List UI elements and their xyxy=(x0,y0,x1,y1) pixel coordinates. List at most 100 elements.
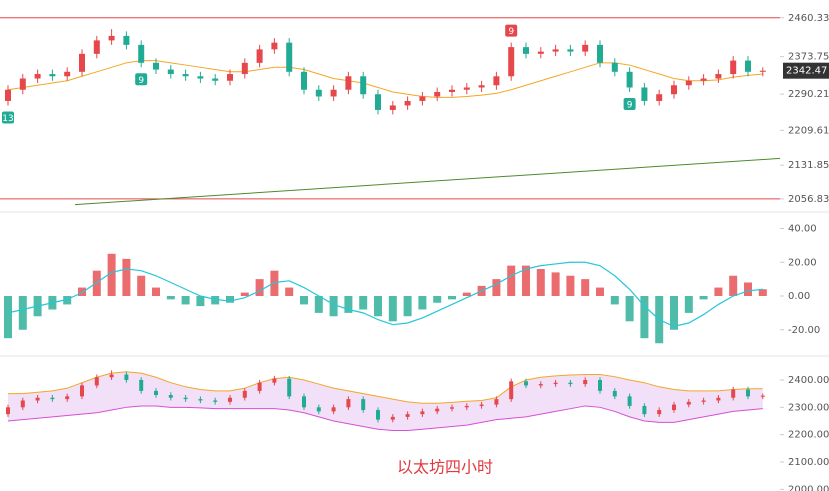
lower-band xyxy=(7,405,763,432)
y-tick-label: 2200.00 xyxy=(788,430,829,441)
signal-label: 9 xyxy=(508,27,514,37)
candle-body xyxy=(139,379,144,391)
macd-bar xyxy=(536,269,545,296)
candle-body xyxy=(700,78,707,81)
macd-bar xyxy=(255,279,264,296)
macd-bar xyxy=(359,296,368,310)
candle-body xyxy=(94,377,99,386)
candle-body xyxy=(168,395,173,398)
candle-body xyxy=(641,87,648,101)
y-tick-label: 2131.85 xyxy=(788,160,829,171)
candle-body xyxy=(361,399,366,411)
caption: 以太坊四小时 xyxy=(397,458,493,477)
candle-body xyxy=(493,76,500,86)
y-tick-label: 2100.00 xyxy=(788,457,829,468)
candle-body xyxy=(331,407,336,412)
y-tick-label: 20.00 xyxy=(788,257,817,268)
candle-body xyxy=(34,74,41,79)
candle-body xyxy=(464,405,469,408)
macd-bar xyxy=(522,265,530,296)
macd-bar xyxy=(78,287,86,296)
macd-bar xyxy=(462,292,471,296)
ma-line xyxy=(7,60,763,98)
macd-bar xyxy=(640,296,649,339)
candle-body xyxy=(19,78,26,90)
macd-bar xyxy=(285,287,294,296)
y-tick-label: -20.00 xyxy=(788,325,820,336)
y-tick-label: 0.00 xyxy=(788,291,810,302)
candle-body xyxy=(256,49,263,63)
candle-body xyxy=(35,397,40,401)
candle-body xyxy=(760,395,765,397)
macd-bar xyxy=(714,287,723,296)
candle-body xyxy=(598,379,602,391)
macd-bar xyxy=(433,296,442,303)
y-tick-label: 2300.00 xyxy=(788,402,829,413)
candle-body xyxy=(316,407,321,412)
candle-body xyxy=(509,381,514,400)
candle-body xyxy=(183,397,188,400)
y-tick-label: 40.00 xyxy=(788,224,817,235)
band-fill xyxy=(8,371,763,431)
candle-body xyxy=(375,94,381,110)
macd-bar xyxy=(492,279,501,296)
candle-body xyxy=(124,374,129,380)
candle-body xyxy=(287,378,292,397)
candle-body xyxy=(167,69,174,75)
signal-label: 9 xyxy=(627,100,633,110)
macd-bar xyxy=(63,296,72,305)
signal-label: 13 xyxy=(2,114,13,124)
y-tick-label: 2373.75 xyxy=(788,52,829,63)
macd-bar xyxy=(240,292,249,296)
candle-body xyxy=(731,389,736,398)
macd-bar xyxy=(300,296,308,305)
candle-body xyxy=(271,42,278,50)
candle-body xyxy=(228,397,232,402)
candle-body xyxy=(745,60,751,72)
candle-body xyxy=(64,71,71,77)
candle-body xyxy=(301,71,307,90)
y-tick-label: 2400.00 xyxy=(788,375,829,386)
macd-bar xyxy=(418,296,427,310)
macd-bar xyxy=(137,275,146,296)
signal-marker xyxy=(505,24,518,37)
candle-body xyxy=(597,44,603,63)
signal-marker xyxy=(623,97,636,110)
macd-bar xyxy=(610,296,619,305)
macd-bar xyxy=(92,270,101,296)
candle-body xyxy=(49,74,56,77)
candle-body xyxy=(538,384,543,386)
candle-body xyxy=(537,51,544,54)
candle-body xyxy=(242,390,247,398)
macd-bar xyxy=(625,296,634,322)
candle-body xyxy=(434,91,441,97)
candle-body xyxy=(671,85,677,95)
candle-body xyxy=(746,389,750,397)
candle-body xyxy=(463,87,470,90)
macd-bar xyxy=(181,296,190,305)
candle-body xyxy=(582,44,589,52)
candle-body xyxy=(123,35,130,45)
candle-body xyxy=(420,411,425,415)
candle-body xyxy=(108,35,115,41)
candle-body xyxy=(346,399,351,408)
macd-bar xyxy=(596,287,604,296)
macd-bar xyxy=(744,282,752,296)
candle-body xyxy=(419,96,426,101)
candle-body xyxy=(449,89,455,92)
signal-marker xyxy=(2,111,14,124)
candle-body xyxy=(686,401,691,405)
candle-body xyxy=(390,416,395,420)
y-tick-label: 2460.33 xyxy=(788,13,829,24)
candle-body xyxy=(93,40,100,54)
candle-body xyxy=(642,405,647,415)
macd-bar xyxy=(581,279,590,296)
macd-bar xyxy=(507,265,516,296)
candle-body xyxy=(553,382,558,385)
candle-body xyxy=(450,407,454,409)
candle-body xyxy=(227,74,233,81)
candle-body xyxy=(508,47,515,77)
candle-body xyxy=(685,80,692,86)
candle-body xyxy=(715,74,722,79)
candle-body xyxy=(404,100,411,106)
